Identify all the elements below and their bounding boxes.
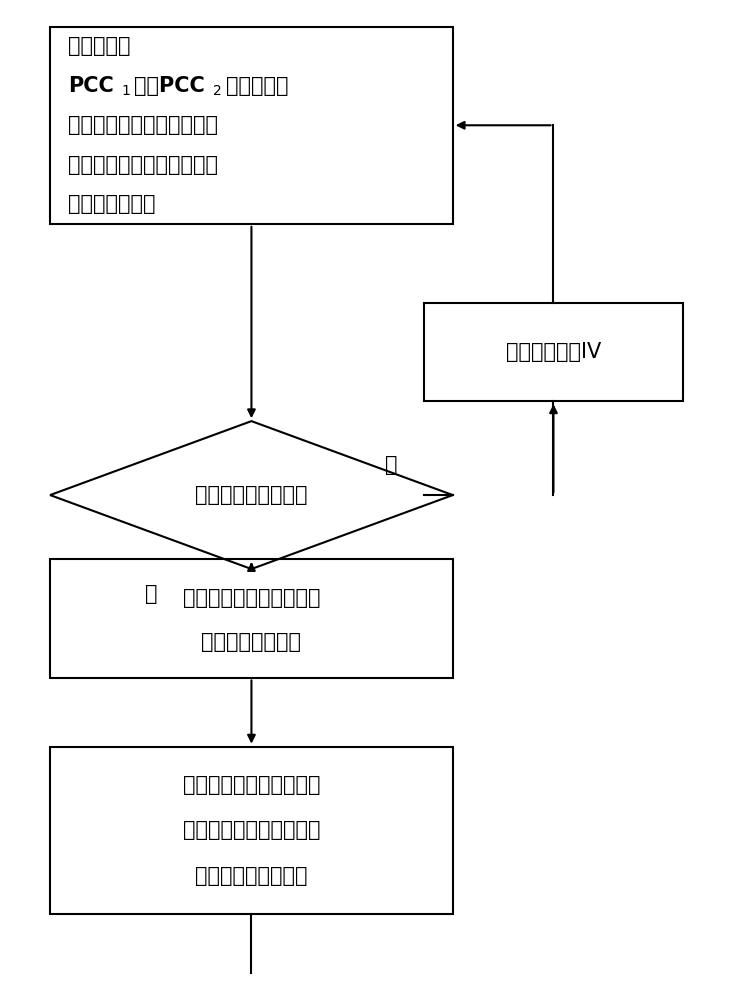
Text: 点和PCC: 点和PCC [134, 76, 205, 96]
Bar [424, 303, 683, 401]
Text: 电流、电压源变流器的输出: 电流、电压源变流器的输出 [68, 115, 218, 135]
Text: 2: 2 [213, 84, 222, 98]
Text: 电流、储能装置输出的直流: 电流、储能装置输出的直流 [68, 155, 218, 175]
Text: 进入待机模式IV: 进入待机模式IV [506, 342, 601, 362]
Text: 是: 是 [144, 584, 157, 604]
Text: 否: 否 [386, 455, 398, 475]
Text: 电子谐振开关以及电压源: 电子谐振开关以及电压源 [183, 820, 320, 840]
Text: 存在电能质量问题？: 存在电能质量问题？ [195, 485, 308, 505]
Text: 进入所选择的运行模式，: 进入所选择的运行模式， [183, 775, 320, 795]
Text: 采集信号：: 采集信号： [68, 36, 130, 56]
Text: 1: 1 [121, 84, 130, 98]
Text: 电压和直流电流: 电压和直流电流 [68, 194, 155, 214]
Bar [50, 559, 453, 678]
Text: PCC: PCC [68, 76, 114, 96]
Text: 选择装置运行模式: 选择装置运行模式 [202, 632, 301, 652]
Text: 根据最高优先级故障类型: 根据最高优先级故障类型 [183, 588, 320, 608]
Text: 点的电压和: 点的电压和 [226, 76, 289, 96]
Bar [50, 27, 453, 224]
Text: 变流器进行相应操作: 变流器进行相应操作 [195, 866, 308, 886]
Bar [50, 747, 453, 914]
